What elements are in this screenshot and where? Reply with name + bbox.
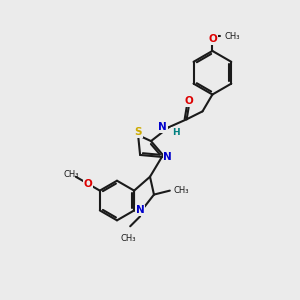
Text: O: O xyxy=(83,179,92,189)
Text: CH₃: CH₃ xyxy=(174,186,189,195)
Text: CH₃: CH₃ xyxy=(64,170,79,179)
Text: N: N xyxy=(164,152,172,162)
Text: O: O xyxy=(208,34,217,44)
Text: S: S xyxy=(134,127,142,137)
Text: O: O xyxy=(184,97,193,106)
Text: N: N xyxy=(158,122,167,132)
Text: CH₃: CH₃ xyxy=(224,32,240,40)
Text: CH₃: CH₃ xyxy=(121,234,136,243)
Text: H: H xyxy=(172,128,179,137)
Text: N: N xyxy=(136,206,145,215)
